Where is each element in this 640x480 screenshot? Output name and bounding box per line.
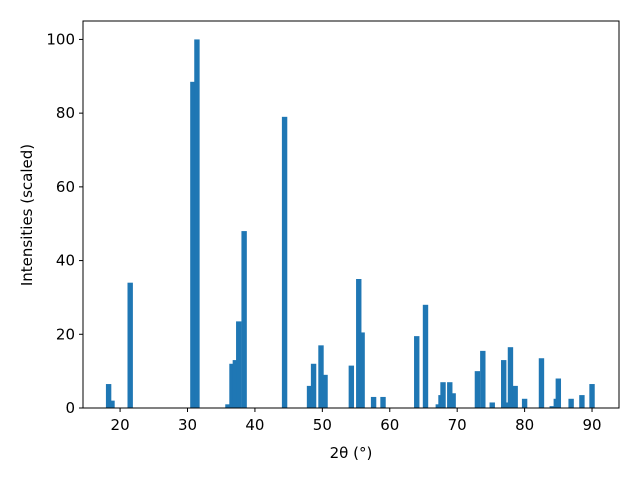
bar bbox=[555, 378, 562, 408]
x-tick-label: 60 bbox=[380, 416, 399, 434]
bar bbox=[241, 231, 247, 408]
x-tick-label: 80 bbox=[515, 416, 534, 434]
y-tick-label: 60 bbox=[56, 178, 75, 196]
bar bbox=[105, 384, 112, 408]
bar bbox=[322, 374, 328, 408]
bar bbox=[281, 116, 288, 408]
x-tick-label: 20 bbox=[111, 416, 130, 434]
bar bbox=[414, 336, 420, 408]
bar bbox=[440, 382, 446, 408]
y-axis-label: Intensities (scaled) bbox=[18, 144, 36, 286]
bar bbox=[194, 39, 200, 409]
bar bbox=[579, 395, 585, 408]
bar bbox=[474, 371, 481, 408]
bar bbox=[589, 384, 595, 408]
bar bbox=[127, 282, 133, 408]
bar bbox=[236, 321, 242, 408]
bar bbox=[356, 279, 362, 408]
bar bbox=[370, 396, 377, 408]
bar bbox=[359, 332, 365, 408]
y-tick-label: 0 bbox=[65, 399, 75, 417]
x-tick-label: 30 bbox=[178, 416, 197, 434]
bar bbox=[504, 402, 510, 408]
bar bbox=[447, 382, 453, 408]
plot-frame bbox=[82, 20, 620, 409]
bar bbox=[501, 360, 507, 408]
bar bbox=[380, 396, 386, 408]
x-axis-label: 2θ (°) bbox=[330, 444, 373, 462]
x-tick-label: 70 bbox=[448, 416, 467, 434]
bar bbox=[422, 304, 429, 408]
bar bbox=[512, 385, 518, 408]
bar bbox=[549, 406, 555, 408]
bar bbox=[507, 347, 514, 408]
y-tick-label: 80 bbox=[56, 104, 75, 122]
x-tick-label: 90 bbox=[582, 416, 601, 434]
bar bbox=[229, 363, 235, 408]
bar bbox=[232, 360, 239, 408]
bar bbox=[480, 350, 486, 408]
x-tick-label: 40 bbox=[245, 416, 264, 434]
bar bbox=[318, 345, 324, 408]
bar bbox=[225, 404, 231, 408]
y-tick-label: 40 bbox=[56, 252, 75, 270]
bar bbox=[538, 358, 545, 408]
bar bbox=[450, 393, 456, 408]
bar bbox=[306, 385, 313, 408]
y-tick-label: 20 bbox=[56, 325, 75, 343]
bar bbox=[190, 81, 196, 409]
bar bbox=[109, 400, 115, 408]
bar bbox=[435, 404, 442, 408]
bar bbox=[568, 398, 574, 408]
bar bbox=[310, 363, 317, 408]
bar bbox=[489, 402, 495, 408]
x-tick-label: 50 bbox=[313, 416, 332, 434]
bar bbox=[348, 365, 355, 408]
y-tick-label: 100 bbox=[46, 30, 75, 48]
bar bbox=[521, 398, 528, 408]
